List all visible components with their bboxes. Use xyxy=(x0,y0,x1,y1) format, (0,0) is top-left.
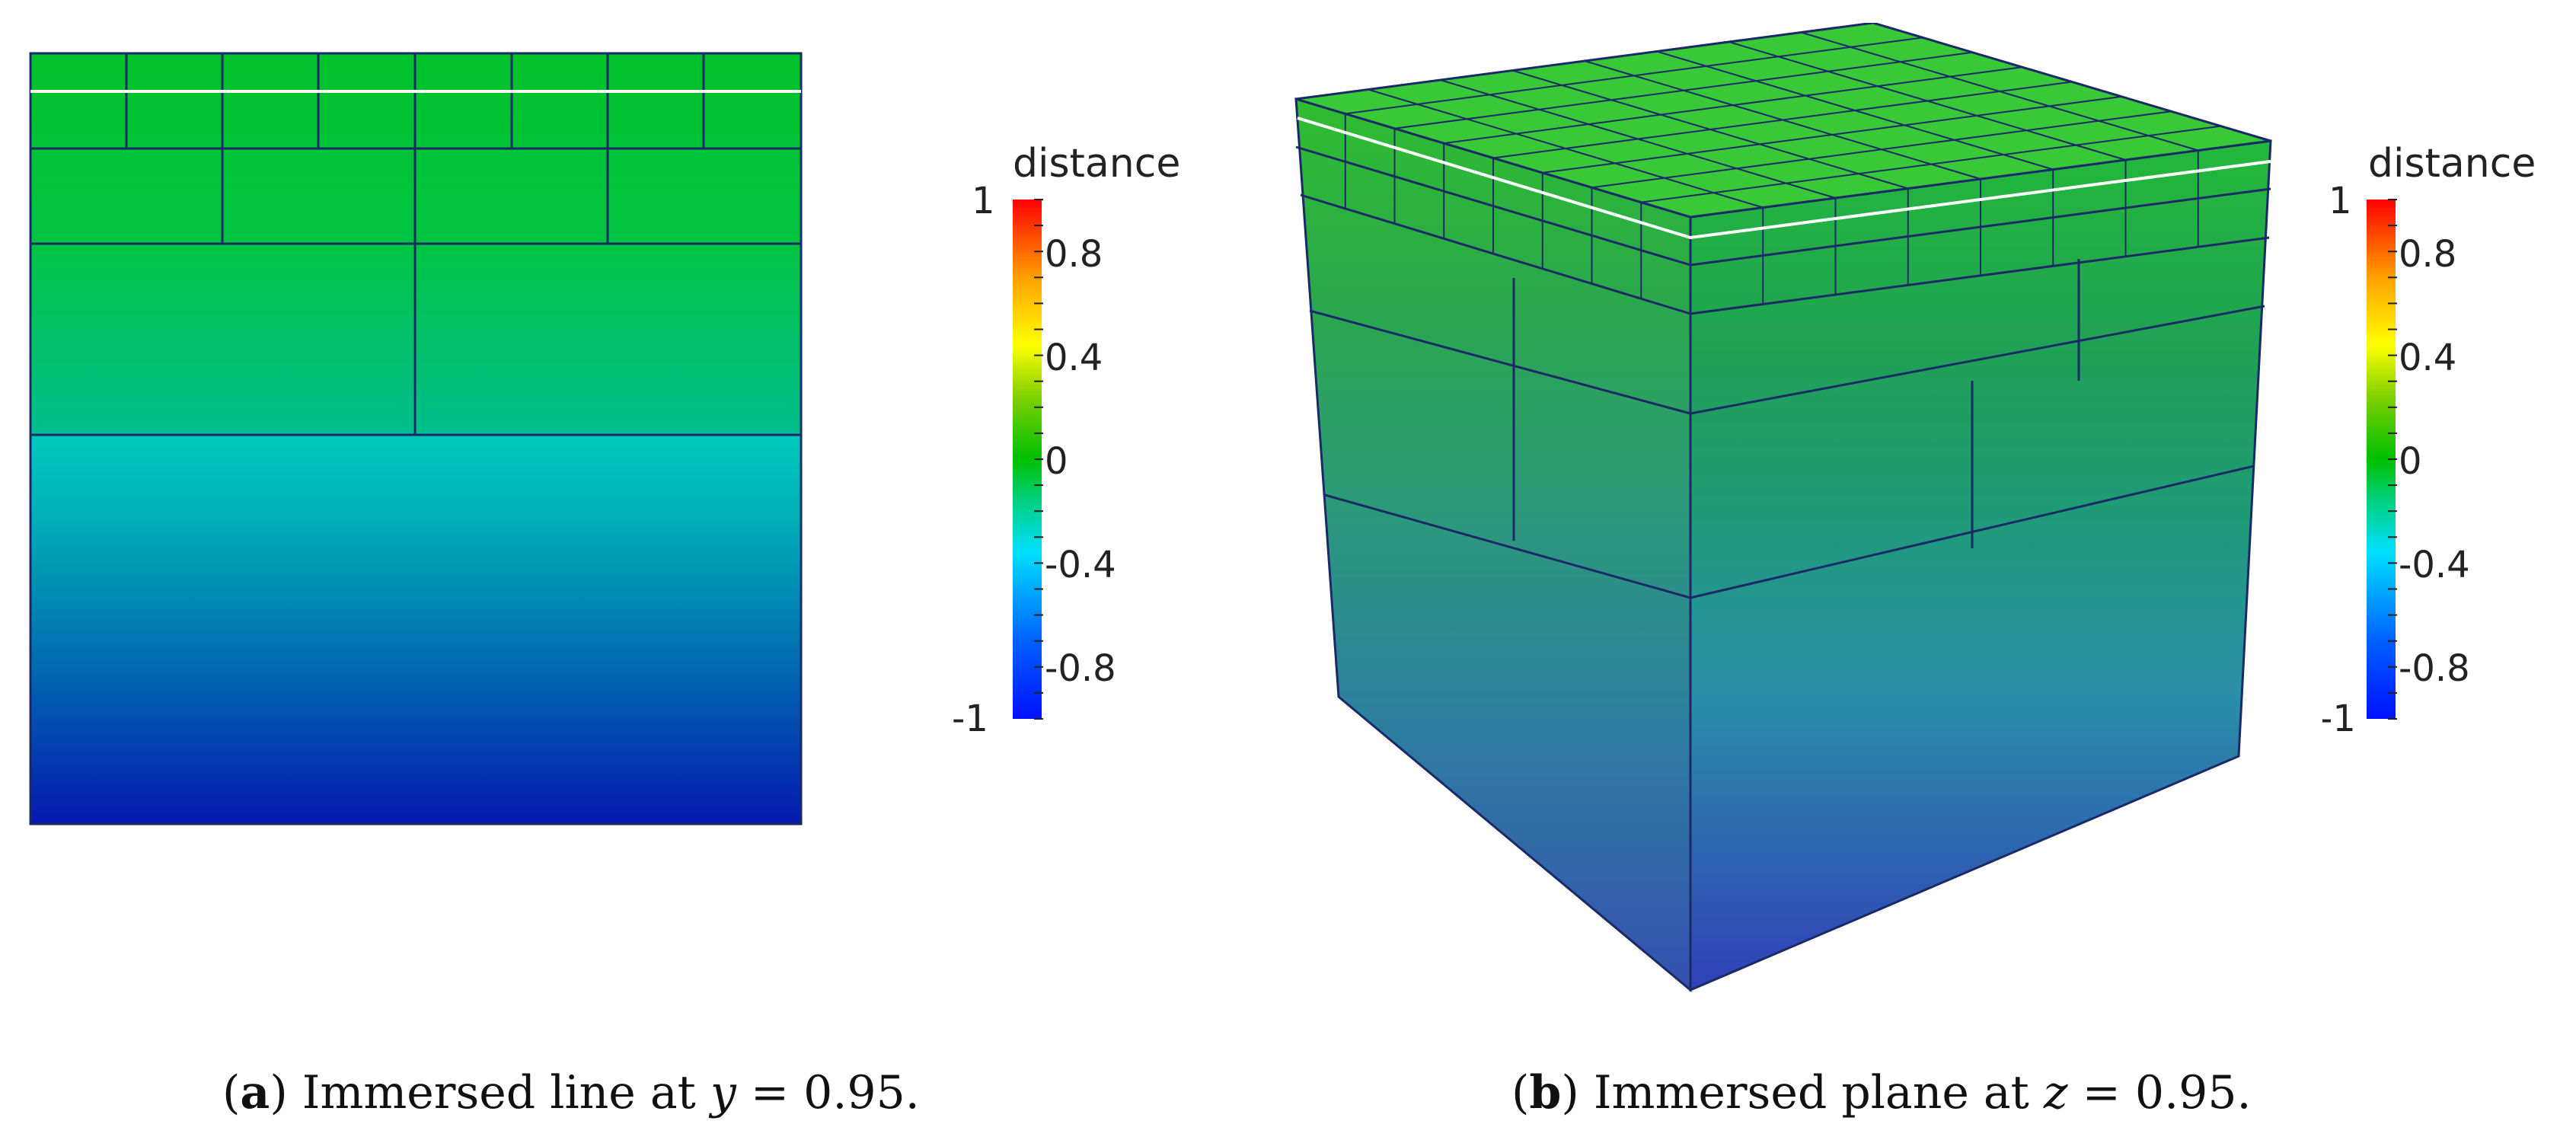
legend-b-tick-neg-0-4: -0.4 xyxy=(2399,544,2470,586)
caption-a: (a) Immersed line at y = 0.95. xyxy=(222,1066,920,1119)
legend-b-tick-neg-1: -1 xyxy=(2322,698,2356,740)
legend-a-tick-neg-1: -1 xyxy=(952,698,988,740)
legend-b-tick-0-8: 0.8 xyxy=(2399,233,2456,276)
cube-top-grid-line xyxy=(1641,125,2221,203)
cube-top-grid-line xyxy=(1591,110,2172,189)
cube-level-lines xyxy=(1295,145,2271,599)
legend-a-tick-neg-0-4: -0.4 xyxy=(1045,544,1116,586)
legend-a-tick-1: 1 xyxy=(972,180,995,222)
cube-top-grid-line xyxy=(1729,41,2126,161)
panel-b-3d-cube xyxy=(1294,23,2272,993)
legend-a-tick-0: 0 xyxy=(1045,440,1068,483)
caption-a-text: Immersed line at xyxy=(302,1066,696,1119)
legend-b-tick-0-4: 0.4 xyxy=(2399,337,2456,379)
legend-b-title: distance xyxy=(2368,141,2536,187)
cube-top-grid-line xyxy=(1492,81,2073,159)
caption-a-value: = 0.95. xyxy=(750,1066,920,1119)
caption-a-variable: y xyxy=(710,1066,736,1119)
caption-a-label: a xyxy=(240,1066,270,1119)
caption-b-text: Immersed plane at xyxy=(1593,1066,2029,1119)
caption-b-variable: z xyxy=(2043,1066,2068,1119)
caption-b-label: b xyxy=(1529,1066,1562,1119)
legend-b-tick-1: 1 xyxy=(2329,180,2352,222)
legend-a-tick-0-4: 0.4 xyxy=(1045,337,1103,379)
mesh-2d-grid-lines xyxy=(30,53,801,436)
immersed-plane-edge xyxy=(1297,117,2271,240)
legend-a-tick-neg-0-8: -0.8 xyxy=(1045,647,1116,690)
legend-b-tick-neg-0-8: -0.8 xyxy=(2399,647,2470,690)
legend-b-minor-ticks xyxy=(2388,199,2397,720)
legend-a-minor-ticks xyxy=(1034,199,1043,720)
cube-top-grid-line xyxy=(1800,31,2199,152)
legend-b-colorbar: distance 1 0.8 0.4 0 -0.4 -0.8 -1 xyxy=(2322,141,2536,740)
cube-top-grid-line xyxy=(1542,95,2122,174)
legend-a-tick-labels: 1 0.8 0.4 0 -0.4 -0.8 -1 xyxy=(952,180,1116,740)
caption-b: (b) Immersed plane at z = 0.95. xyxy=(1511,1066,2252,1119)
panel-a-2d-mesh xyxy=(29,52,803,825)
legend-b-tick-labels: 1 0.8 0.4 0 -0.4 -0.8 -1 xyxy=(2322,180,2470,740)
legend-a-title: distance xyxy=(1013,141,1180,187)
cube-top-grid-line xyxy=(1656,50,2054,171)
caption-b-value: = 0.95. xyxy=(2082,1066,2252,1119)
legend-a-colorbar: distance 1 0.8 0.4 0 -0.4 -0.8 -1 xyxy=(952,141,1180,740)
legend-a-tick-0-8: 0.8 xyxy=(1045,233,1103,276)
legend-b-tick-0: 0 xyxy=(2399,440,2422,483)
